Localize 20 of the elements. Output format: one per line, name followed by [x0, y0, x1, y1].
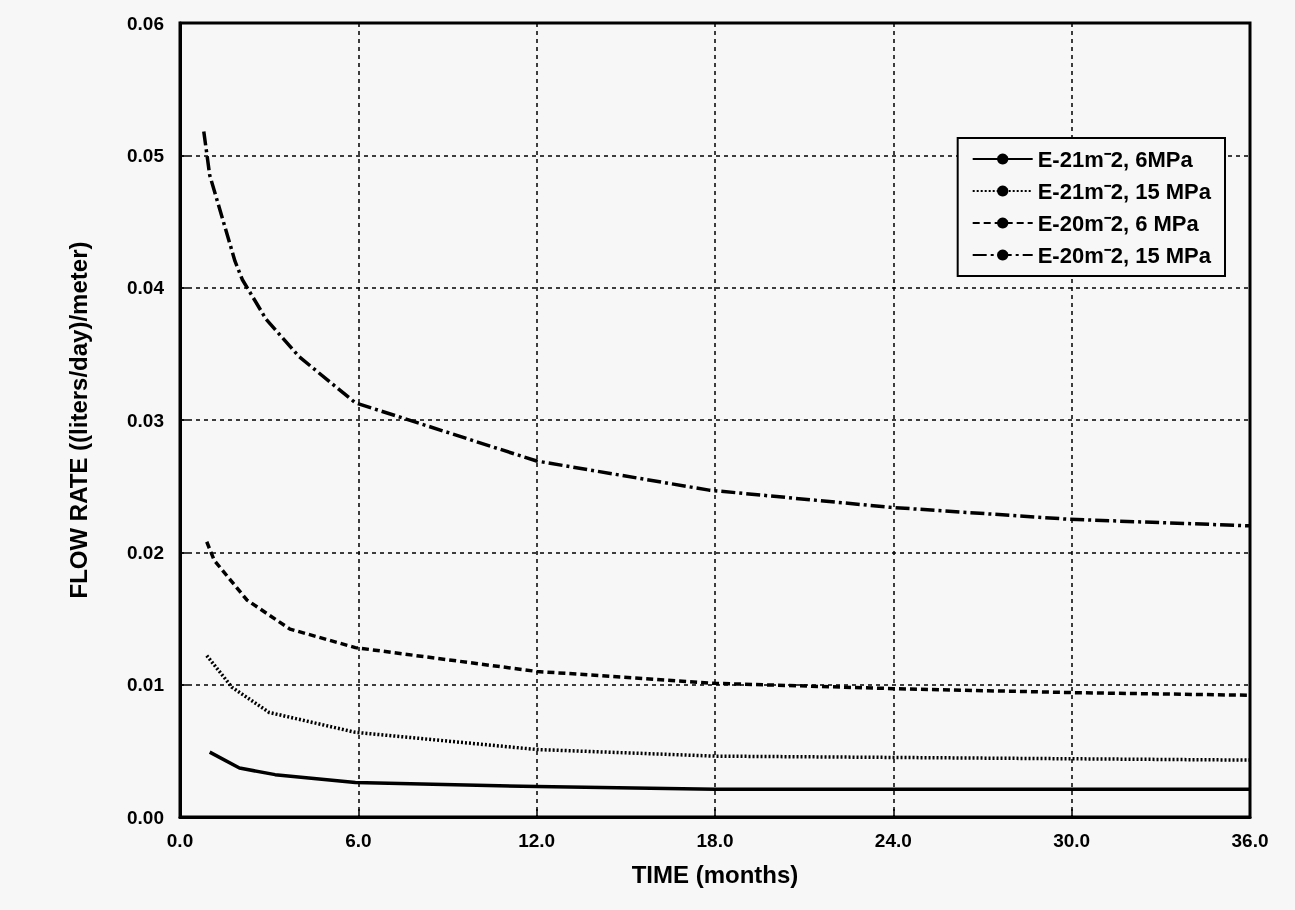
y-tick-label: 0.04: [127, 277, 165, 299]
y-tick-label: 0.03: [127, 409, 164, 431]
legend-label: E-20m⁻2, 15 MPa: [1037, 242, 1212, 268]
y-tick-label: 0.02: [127, 541, 164, 563]
x-axis-title: TIME (months): [631, 860, 799, 888]
x-tick-label: 30.0: [1053, 830, 1091, 851]
legend-label: E-21m⁻2, 6MPa: [1037, 146, 1194, 172]
legend-label: E-20m⁻2, 6 MPa: [1037, 210, 1200, 236]
y-tick-label: 0.01: [127, 674, 165, 696]
legend-label: E-21m⁻2, 15 MPa: [1037, 178, 1212, 204]
x-tick-label: 18.0: [696, 830, 734, 851]
x-tick-label: 12.0: [518, 830, 556, 851]
x-tick-label: 36.0: [1231, 830, 1269, 851]
y-tick-label: 0.00: [127, 806, 164, 828]
x-tick-label: 6.0: [345, 830, 372, 851]
y-axis-title: FLOW RATE ((liters/day)/meter): [64, 241, 92, 599]
y-tick-label: 0.06: [127, 12, 164, 34]
x-tick-label: 24.0: [874, 830, 912, 851]
y-tick-label: 0.05: [127, 144, 165, 166]
x-tick-label: 0.0: [166, 830, 194, 851]
